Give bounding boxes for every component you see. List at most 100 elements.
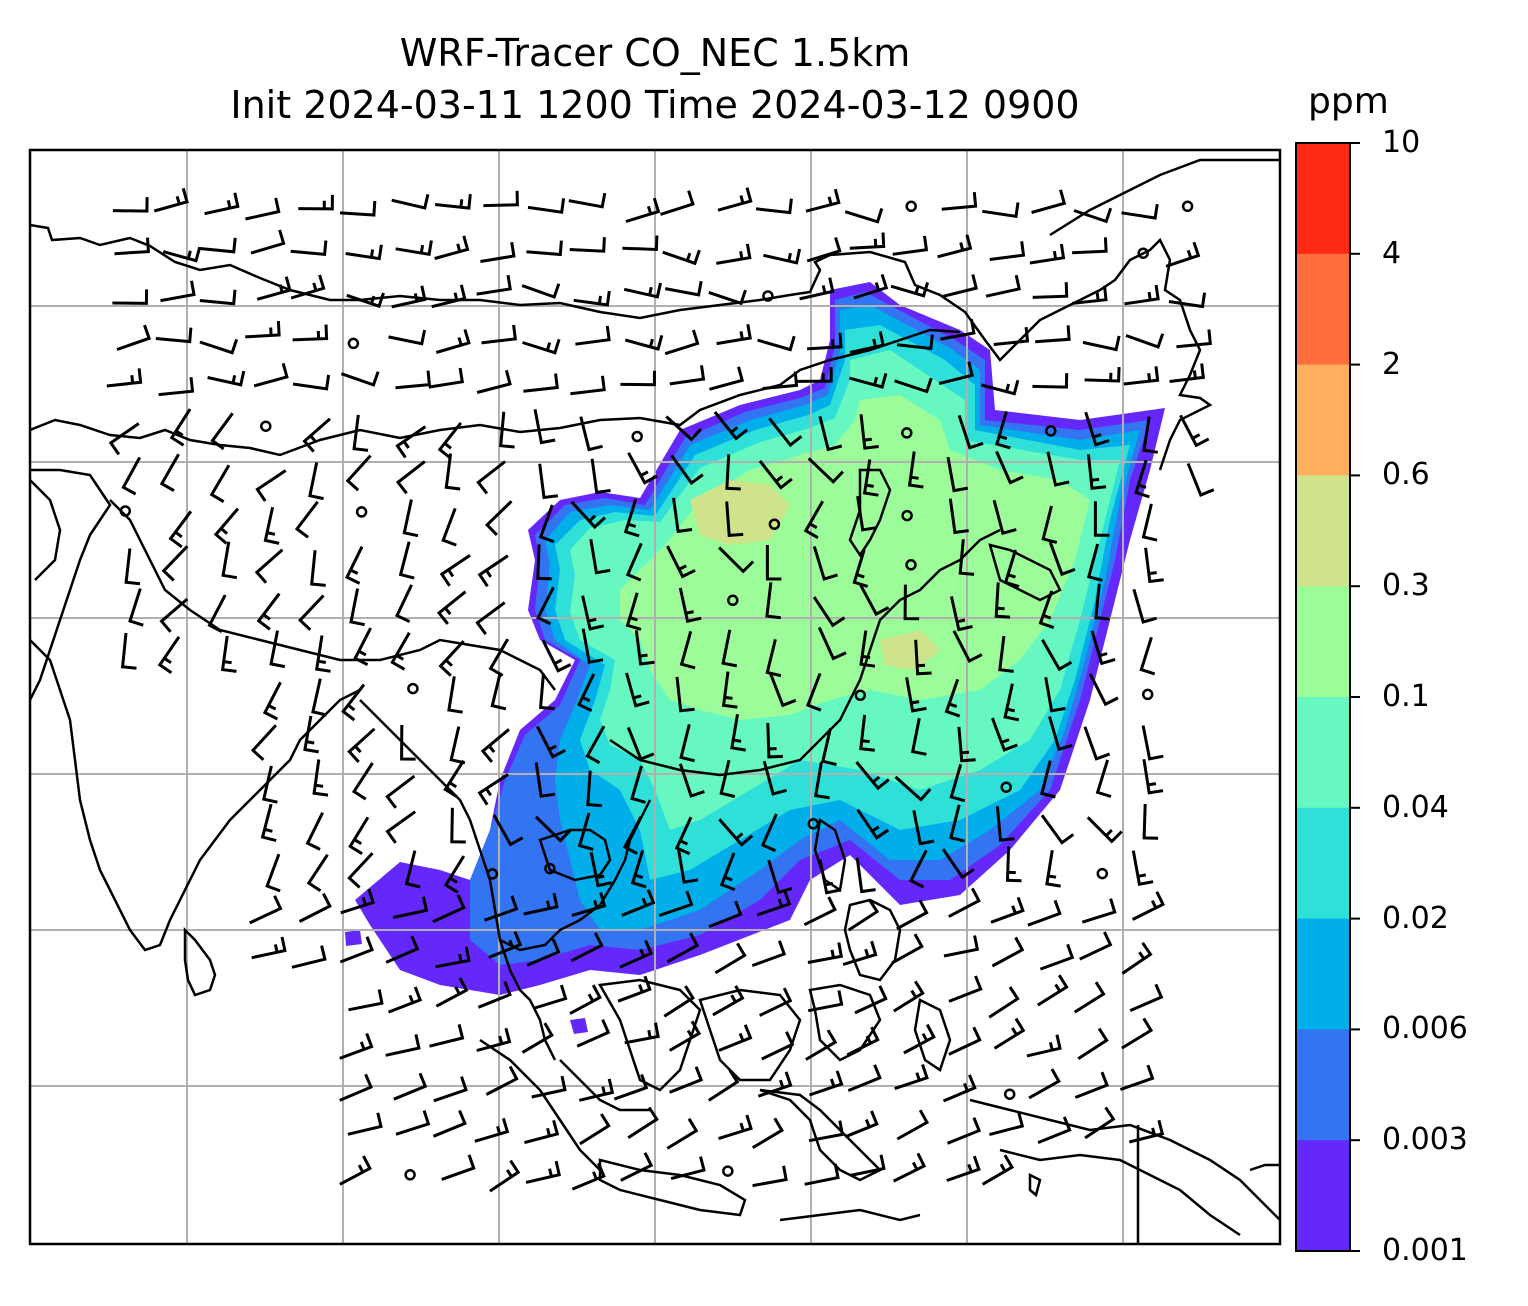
colorbar-segment	[1296, 918, 1350, 1030]
wind-barb	[665, 415, 703, 442]
wind-barb	[1032, 282, 1069, 299]
wind-barb	[441, 1154, 476, 1181]
wind-barb	[949, 596, 973, 632]
wind-barb	[894, 377, 933, 394]
wind-barb	[896, 899, 929, 931]
wind-barb	[678, 763, 705, 798]
wind-barb	[892, 235, 929, 256]
wind-barb	[1090, 630, 1116, 666]
wind-barb	[1003, 549, 1020, 588]
wind-barb	[1003, 683, 1020, 722]
wind-barb	[1032, 373, 1069, 389]
wind-barb	[1031, 189, 1067, 214]
wind-barb	[914, 639, 932, 676]
wind-barb	[1093, 501, 1110, 537]
wind-barb	[1186, 462, 1215, 497]
wind-barb	[619, 939, 654, 969]
wind-barb	[1131, 850, 1154, 886]
wind-barb	[340, 371, 380, 387]
calm-wind-circle	[1045, 425, 1057, 437]
wind-barb	[443, 759, 465, 799]
wind-barb	[477, 554, 509, 588]
wind-barb	[395, 1110, 431, 1136]
wind-barb	[476, 369, 512, 394]
calm-wind-circle	[1000, 781, 1012, 793]
wind-barb	[298, 892, 332, 923]
wind-barb	[387, 986, 423, 1014]
wind-barb	[666, 545, 696, 579]
figure-subtitle: Init 2024-03-11 1200 Time 2024-03-12 090…	[230, 83, 1080, 127]
calm-wind-circle	[486, 868, 499, 880]
wind-barb	[625, 672, 650, 708]
wind-barb	[339, 1032, 374, 1060]
wind-barb	[1028, 1068, 1061, 1100]
wind-barb	[347, 852, 374, 889]
figure-title: WRF-Tracer CO_NEC 1.5km	[399, 31, 911, 75]
wind-barb	[627, 1106, 659, 1139]
wind-barb	[1040, 760, 1056, 799]
co-level-0.1	[620, 395, 1090, 720]
wind-barb	[797, 367, 833, 383]
wind-barb	[669, 365, 706, 386]
wind-barb	[485, 1065, 519, 1096]
wind-barb	[757, 1071, 793, 1098]
wind-barb	[1039, 943, 1075, 971]
wind-barb	[993, 1017, 1026, 1050]
wind-barb	[339, 200, 377, 217]
wind-barb	[849, 331, 885, 354]
wind-barb	[1129, 983, 1164, 1012]
wind-barb	[341, 683, 366, 722]
wind-barb	[666, 932, 700, 964]
wind-barb	[1094, 583, 1110, 621]
wind-barb	[1119, 1064, 1155, 1091]
wind-barb	[1131, 891, 1166, 921]
wind-barb	[678, 587, 702, 623]
wind-barb	[388, 329, 427, 346]
wind-barb	[433, 1076, 468, 1103]
wind-barb	[937, 234, 973, 259]
wind-barb	[527, 198, 566, 214]
wind-barb	[859, 630, 876, 668]
calm-wind-circle	[854, 689, 867, 702]
wind-barb	[435, 946, 471, 969]
wind-barb	[992, 499, 1017, 536]
wind-barb	[812, 596, 846, 628]
wind-barb	[630, 849, 647, 889]
wind-barb	[894, 775, 932, 802]
wind-barb	[891, 933, 924, 965]
wind-barb	[763, 248, 802, 265]
wind-barb	[1142, 803, 1159, 840]
wind-barb	[1038, 590, 1055, 630]
wind-barb	[395, 240, 433, 257]
wind-barb	[220, 635, 237, 673]
wind-barb	[390, 632, 411, 671]
wind-barb	[577, 812, 594, 851]
wind-barb	[718, 1114, 753, 1141]
wind-barb	[385, 810, 417, 844]
wind-barb	[707, 1069, 740, 1102]
wind-barb	[311, 678, 327, 717]
wind-barb	[435, 329, 471, 354]
wind-barb	[1084, 411, 1110, 447]
wind-barb	[660, 190, 695, 216]
wind-barb	[431, 284, 467, 309]
wind-barb	[1121, 203, 1159, 220]
wind-barb	[662, 249, 701, 266]
wind-barb	[630, 765, 646, 804]
wind-barb	[245, 197, 281, 221]
wind-barb	[1041, 505, 1058, 544]
wind-barb	[209, 464, 231, 503]
wind-barb	[1165, 241, 1201, 268]
wind-barb	[893, 980, 925, 1013]
wind-barb	[752, 1165, 788, 1188]
wind-barb	[541, 639, 572, 673]
wind-barb	[896, 1109, 930, 1141]
wind-barb	[716, 243, 752, 265]
calm-wind-circle	[905, 559, 917, 571]
wind-barb	[385, 935, 420, 964]
wind-barb	[675, 676, 695, 713]
wind-barb	[402, 499, 419, 538]
wind-barb	[676, 848, 699, 884]
wind-barb	[169, 408, 192, 447]
